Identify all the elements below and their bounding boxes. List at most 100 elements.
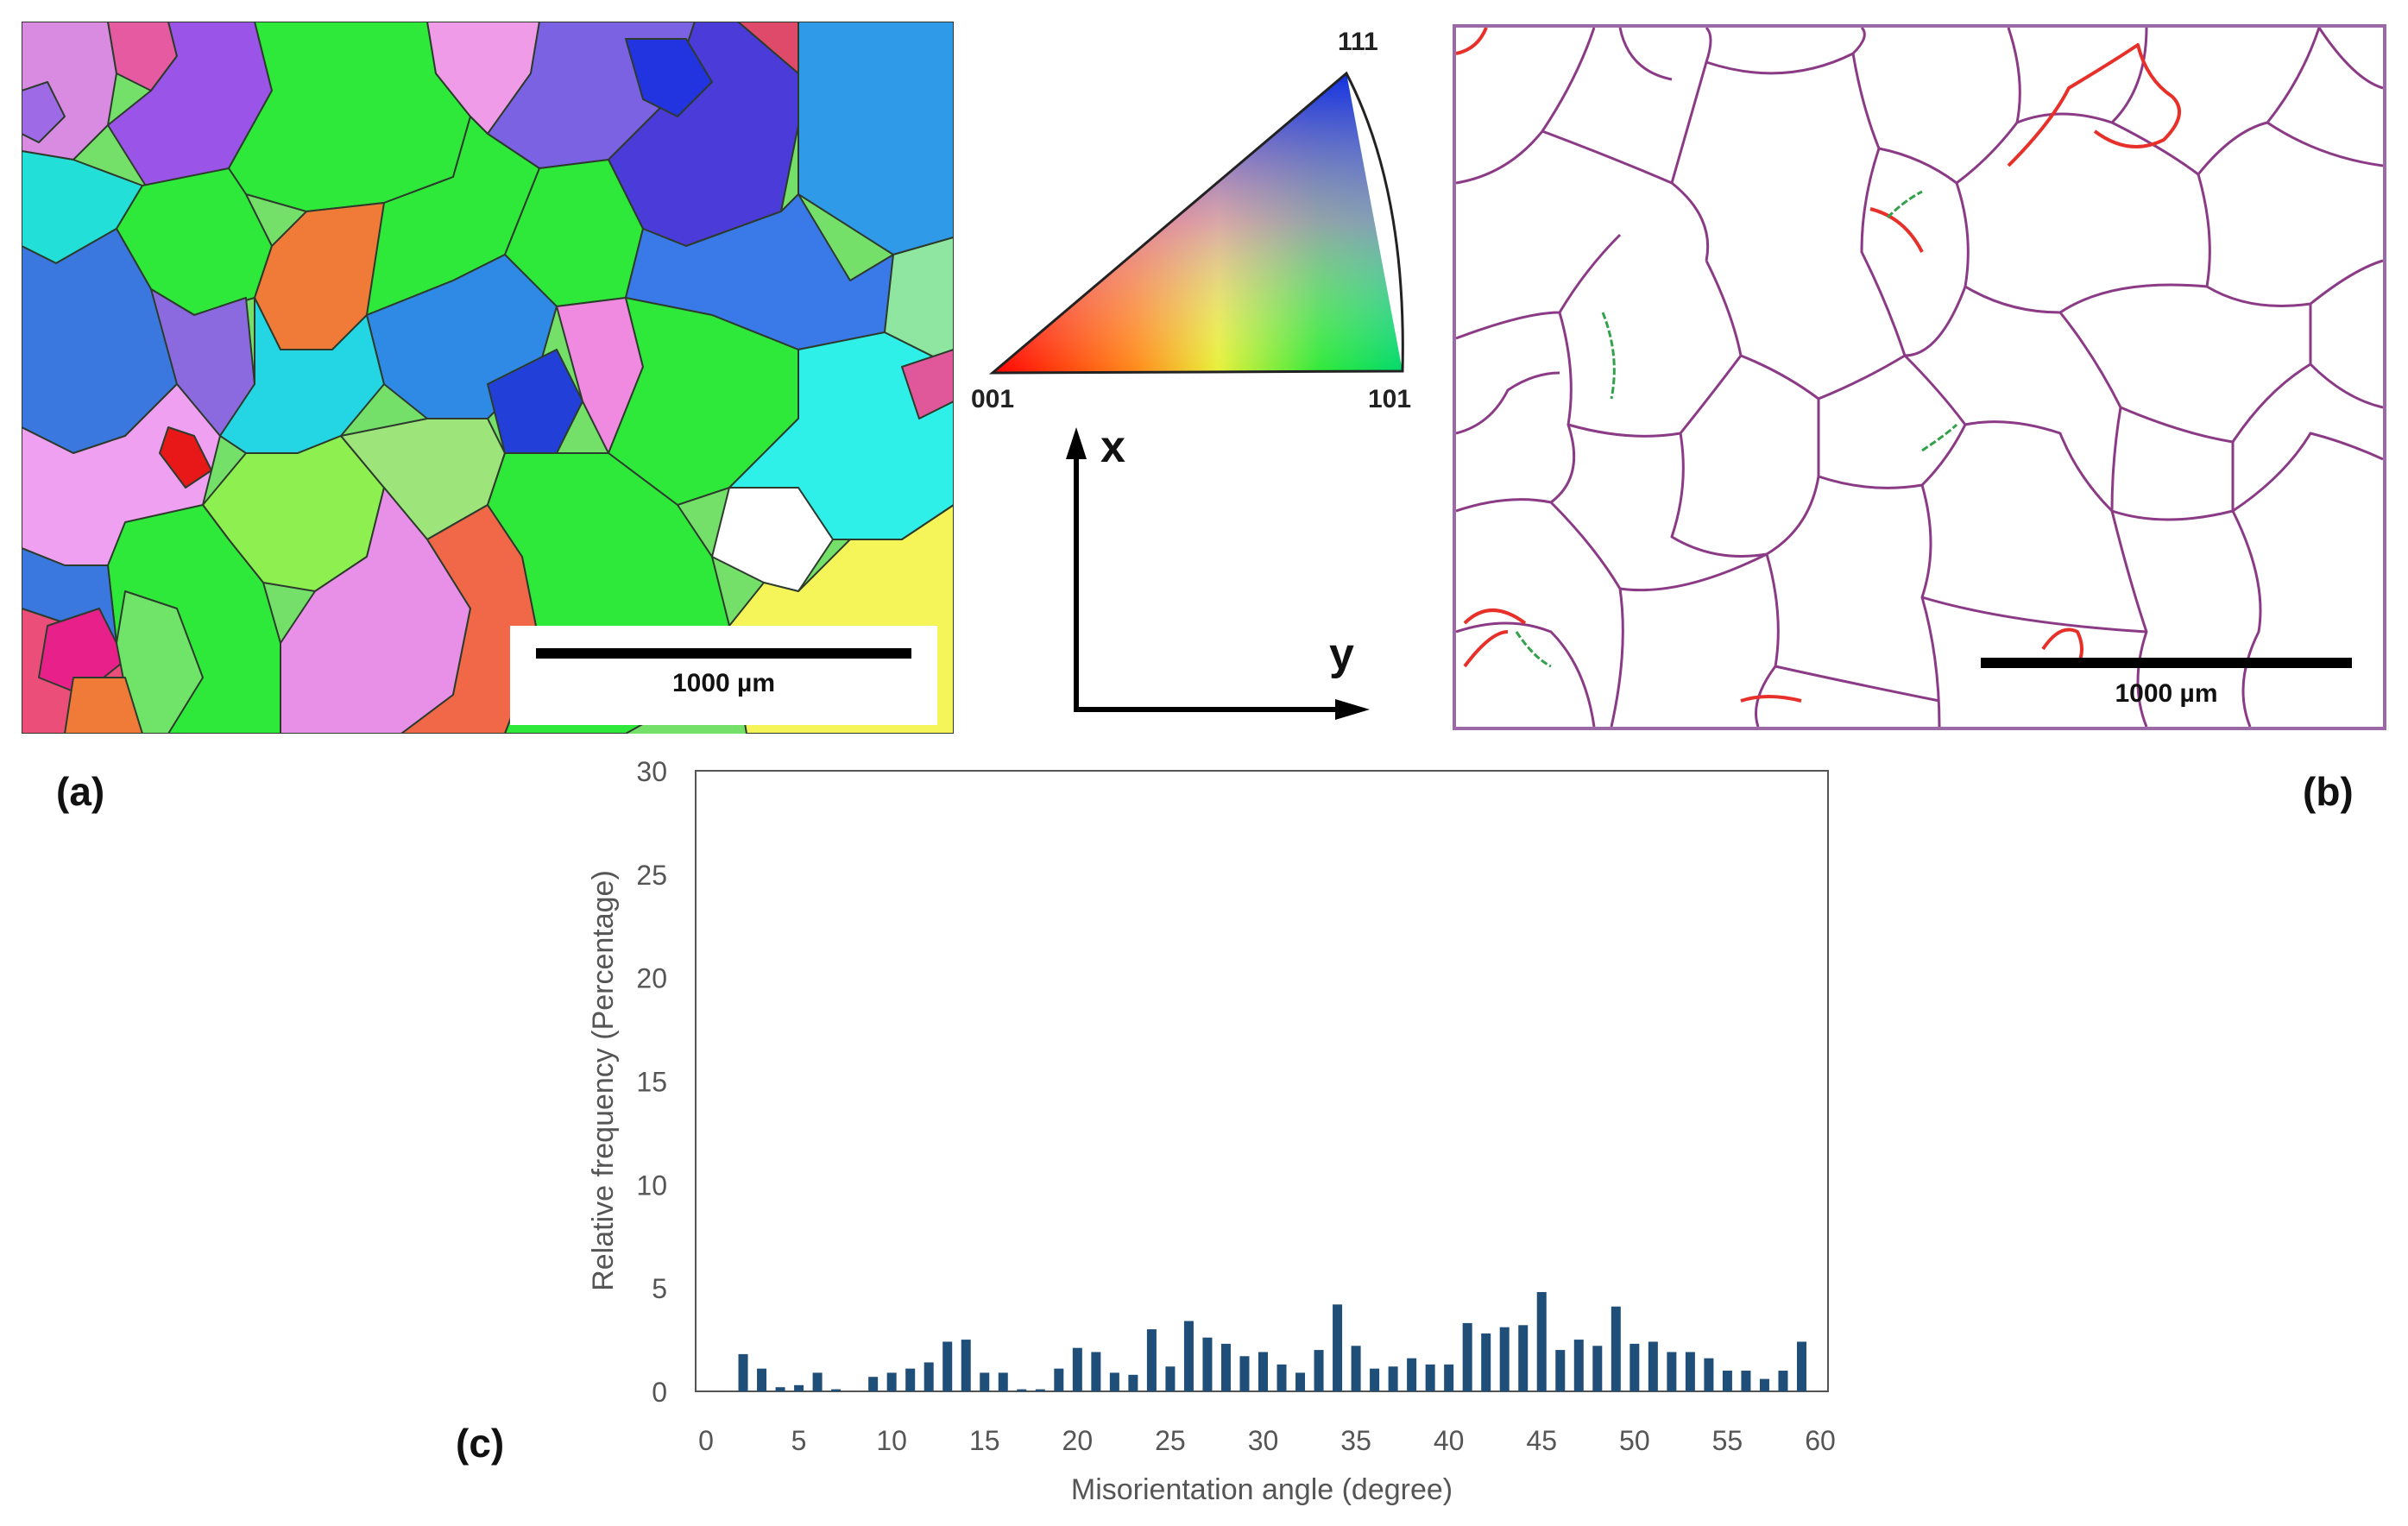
grain-map-image	[22, 22, 954, 734]
y-tick-label: 10	[636, 1170, 667, 1201]
panel-label-b: (b)	[2303, 769, 2354, 814]
histogram-bar	[1462, 1322, 1472, 1391]
histogram-bar	[1128, 1374, 1138, 1391]
ipf-label-101: 101	[1368, 385, 1411, 413]
histogram-bar	[961, 1340, 971, 1391]
histogram-bar	[1035, 1389, 1045, 1391]
histogram-bar	[1370, 1368, 1380, 1391]
scale-bar-box: 1000 µm	[510, 626, 937, 725]
y-tick-label: 5	[652, 1273, 667, 1304]
axis-label-x: x	[1100, 423, 1125, 472]
histogram-bar	[1648, 1341, 1658, 1391]
x-axis-arrowhead	[1066, 427, 1087, 459]
scale-bar-label: 1000 µm	[2115, 679, 2218, 708]
y-tick-label: 0	[652, 1377, 667, 1408]
histogram-bar	[1183, 1321, 1194, 1391]
histogram-bar	[980, 1372, 990, 1391]
histogram-bar	[831, 1389, 842, 1391]
histogram-bar	[794, 1384, 804, 1391]
histogram-bar	[1220, 1343, 1231, 1391]
sample-axes: x y	[1066, 423, 1370, 720]
histogram-bar	[1109, 1372, 1119, 1391]
y-axis-label: Relative frequency (Percentage)	[587, 870, 620, 1291]
x-tick-label: 25	[1155, 1425, 1186, 1456]
histogram-bar	[1629, 1343, 1640, 1391]
ipf-color-key: 111 001 101	[971, 28, 1411, 413]
histogram-bar	[1536, 1291, 1547, 1391]
x-tick-label: 30	[1248, 1425, 1279, 1456]
ipf-label-001: 001	[971, 385, 1014, 413]
histogram-bar	[1592, 1346, 1603, 1391]
histogram-bar	[923, 1362, 934, 1391]
ipf-label-111: 111	[1338, 28, 1378, 56]
histogram-bar	[1165, 1366, 1176, 1391]
x-tick-label: 15	[969, 1425, 1000, 1456]
histogram-bar	[1314, 1350, 1324, 1391]
histogram-bar	[1276, 1364, 1287, 1391]
panel-label-c: (c)	[456, 1421, 505, 1466]
histogram-bar	[1239, 1356, 1250, 1391]
histogram-bar	[1667, 1352, 1677, 1391]
histogram-bar	[1072, 1347, 1082, 1391]
histogram-bar	[1759, 1378, 1769, 1391]
histogram-bar	[1407, 1358, 1417, 1391]
histogram-bar	[1704, 1358, 1714, 1391]
x-tick-label: 40	[1434, 1425, 1465, 1456]
y-axis-arrowhead	[1335, 699, 1370, 720]
histogram-bar	[1481, 1333, 1491, 1391]
ebsd-orientation-map: 1000 µm	[22, 22, 954, 734]
x-tick-label: 35	[1340, 1425, 1371, 1456]
histogram-bar	[1351, 1346, 1361, 1391]
histogram-bar	[1555, 1350, 1566, 1391]
histogram-bar	[1796, 1341, 1806, 1391]
histogram-bar	[1722, 1371, 1732, 1391]
x-tick-label: 45	[1526, 1425, 1557, 1456]
histogram-bar	[1388, 1366, 1398, 1391]
histogram-bar	[812, 1372, 823, 1391]
scale-bar	[536, 648, 911, 659]
x-tick-label: 60	[1805, 1425, 1836, 1456]
histogram-bar	[905, 1368, 916, 1391]
histogram-bar	[868, 1377, 879, 1391]
histogram-bar	[1295, 1372, 1306, 1391]
x-tick-label: 0	[698, 1425, 714, 1456]
histogram-bar	[757, 1368, 767, 1391]
panel-label-a: (a)	[56, 769, 105, 814]
scale-bar-label: 1000 µm	[671, 669, 776, 697]
histogram-bar	[1499, 1327, 1510, 1391]
histogram-bar	[942, 1341, 953, 1391]
x-tick-label: 10	[876, 1425, 907, 1456]
ipf-triangle-outline	[988, 71, 1404, 375]
histogram-bar	[1778, 1371, 1788, 1391]
histogram-bar	[998, 1372, 1008, 1391]
histogram-bar	[1518, 1325, 1529, 1391]
histogram-bar	[738, 1353, 748, 1391]
histogram-bar	[1611, 1306, 1621, 1391]
y-tick-label: 20	[636, 963, 667, 994]
histogram-bar	[1146, 1329, 1157, 1391]
histogram-bar	[1017, 1389, 1027, 1391]
histogram-bar	[886, 1372, 897, 1391]
histogram-bar	[1202, 1337, 1213, 1391]
x-axis-label: Misorientation angle (degree)	[1071, 1473, 1453, 1506]
histogram-bar	[775, 1387, 785, 1391]
x-tick-label: 5	[791, 1425, 807, 1456]
histogram-bar	[1573, 1340, 1584, 1391]
histogram-bar	[1444, 1364, 1454, 1391]
y-tick-label: 30	[636, 756, 667, 787]
x-tick-label: 20	[1062, 1425, 1094, 1456]
histogram-bar	[1741, 1371, 1751, 1391]
y-tick-label: 25	[636, 860, 667, 891]
boundary-network	[1456, 28, 2383, 727]
x-tick-label: 50	[1619, 1425, 1650, 1456]
axis-label-y: y	[1329, 629, 1354, 679]
plot-frame	[695, 770, 1829, 1392]
histogram-bar	[1333, 1304, 1343, 1391]
histogram-bar	[1685, 1352, 1695, 1391]
histogram-bar	[1258, 1352, 1268, 1391]
ipf-triangle-overlay	[993, 73, 1403, 373]
grain-boundary-map: 1000 µm	[1453, 24, 2386, 730]
histogram-bar	[1091, 1352, 1101, 1391]
scale-bar	[1981, 658, 2352, 668]
